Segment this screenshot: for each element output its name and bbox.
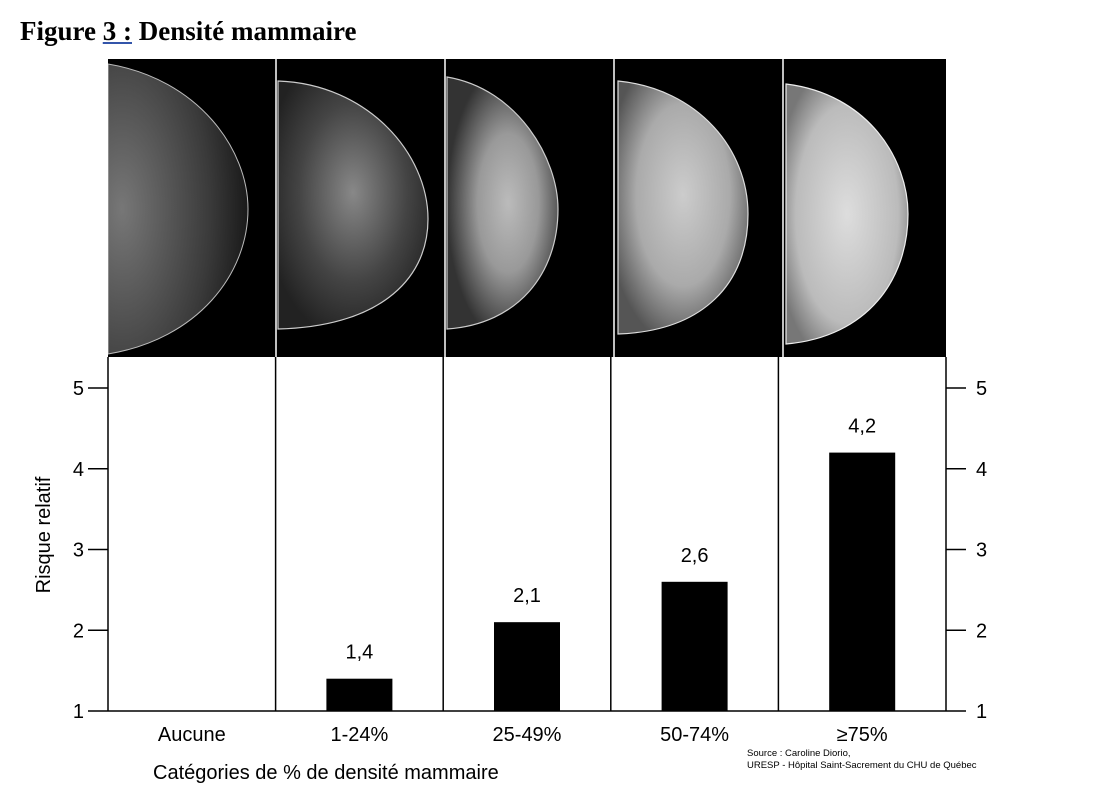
x-axis: Aucune 1-24% 25-49% 50-74% ≥75% bbox=[158, 724, 888, 746]
y-tick-label: 4 bbox=[73, 459, 84, 481]
mammogram-icon bbox=[107, 63, 249, 355]
y-tick-label: 1 bbox=[976, 701, 987, 723]
y-axis-left: 1 2 3 4 5 bbox=[73, 378, 108, 723]
y-axis-right: 1 2 3 4 5 bbox=[946, 378, 987, 723]
bar bbox=[829, 452, 896, 711]
figure-title-number: 3 : bbox=[102, 16, 132, 46]
y-tick-label: 5 bbox=[73, 378, 84, 400]
mammogram-icon bbox=[277, 80, 429, 330]
y-tick-label: 3 bbox=[73, 540, 84, 562]
mammogram-icon bbox=[617, 80, 749, 335]
y-axis-label: Risque relatif bbox=[33, 476, 55, 593]
x-tick-label: 50-74% bbox=[660, 724, 729, 746]
y-tick-label: 5 bbox=[976, 378, 987, 400]
bar bbox=[326, 678, 393, 711]
bar bbox=[661, 581, 728, 711]
data-label: 1,4 bbox=[345, 642, 373, 664]
x-tick-label: 25-49% bbox=[493, 724, 562, 746]
y-tick-label: 1 bbox=[73, 701, 84, 723]
source-line-2: URESP - Hôpital Saint-Sacrement du CHU d… bbox=[747, 760, 977, 771]
y-tick-label: 3 bbox=[976, 540, 987, 562]
x-tick-label: Aucune bbox=[158, 724, 226, 746]
mammogram-images bbox=[107, 59, 909, 357]
mammogram-icon bbox=[446, 76, 559, 330]
figure-title: Figure 3 : Densité mammaire bbox=[20, 16, 356, 47]
figure-title-prefix: Figure bbox=[20, 16, 96, 46]
x-tick-label: 1-24% bbox=[330, 724, 388, 746]
y-tick-label: 2 bbox=[73, 620, 84, 642]
x-axis-label: Catégories de % de densité mammaire bbox=[153, 762, 499, 784]
data-label: 2,6 bbox=[681, 545, 709, 567]
mammogram-strip bbox=[107, 59, 946, 357]
mammogram-icon bbox=[785, 83, 909, 345]
data-label: 4,2 bbox=[848, 416, 876, 438]
chart-frame bbox=[107, 357, 947, 712]
figure-title-text: Densité mammaire bbox=[138, 16, 357, 46]
source-line-1: Source : Caroline Diorio, bbox=[747, 748, 851, 759]
y-tick-label: 4 bbox=[976, 459, 987, 481]
data-label: 2,1 bbox=[513, 585, 541, 607]
x-tick-label: ≥75% bbox=[837, 724, 888, 746]
bar bbox=[494, 622, 560, 711]
bar-series bbox=[326, 452, 896, 711]
value-labels: 1,4 2,1 2,6 4,2 bbox=[345, 416, 876, 664]
y-tick-label: 2 bbox=[976, 620, 987, 642]
source-note: Source : Caroline Diorio, URESP - Hôpita… bbox=[747, 748, 1005, 772]
